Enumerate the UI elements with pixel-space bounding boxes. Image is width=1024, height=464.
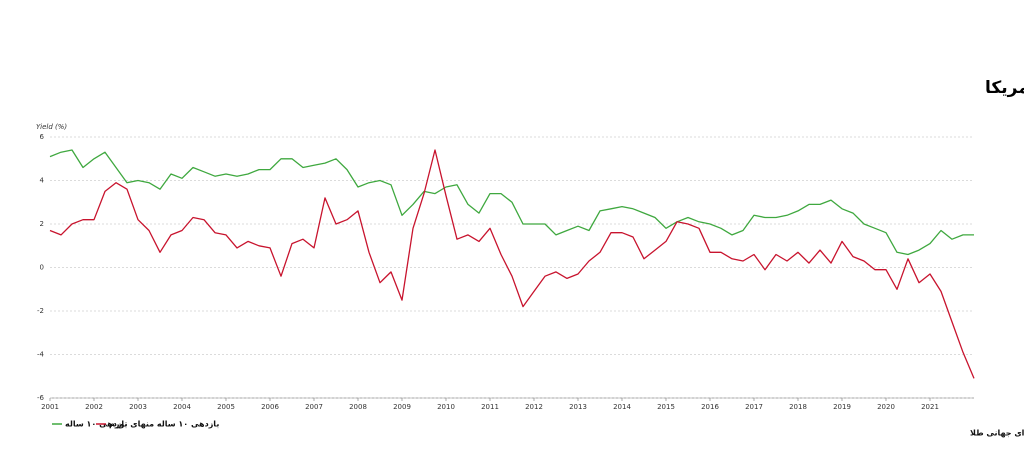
- x-tick-label: 2018: [789, 403, 807, 411]
- series-line: [49, 149, 974, 256]
- y-tick-label: -2: [37, 307, 44, 315]
- x-tick-label: 2020: [877, 403, 895, 411]
- x-tick-label: 2003: [129, 403, 147, 411]
- x-tick-label: 2009: [393, 403, 411, 411]
- y-tick-label: -6: [37, 394, 45, 402]
- x-tick-label: 2014: [613, 403, 631, 411]
- y-tick-label: 4: [40, 177, 45, 185]
- x-tick-label: 2019: [833, 403, 851, 411]
- x-tick-label: 2012: [525, 403, 543, 411]
- x-tick-label: 2015: [657, 403, 675, 411]
- x-tick-label: 2016: [701, 403, 719, 411]
- x-tick-label: 2021: [921, 403, 939, 411]
- x-tick-label: 2002: [85, 403, 103, 411]
- x-tick-label: 2013: [569, 403, 587, 411]
- x-tick-label: 2011: [481, 403, 499, 411]
- source-note: منبع : بلومبرگ ، دفترآمار نیروی کار، شور…: [970, 428, 1024, 438]
- x-tick-label: 2007: [305, 403, 323, 411]
- y-axis-label: Yield (%): [36, 123, 67, 131]
- y-tick-label: -4: [37, 351, 45, 359]
- y-tick-label: 2: [40, 220, 44, 228]
- x-tick-label: 2005: [217, 403, 235, 411]
- y-tick-label: 0: [40, 264, 44, 272]
- chart-title: بازده اسمی و واقعی اوراق خزانه‌داری ۱۰ س…: [985, 76, 1024, 98]
- x-tick-label: 2010: [437, 403, 455, 411]
- x-tick-label: 2008: [349, 403, 367, 411]
- x-tick-label: 2006: [261, 403, 279, 411]
- series-line: [49, 149, 975, 379]
- y-tick-label: 6: [40, 133, 45, 141]
- x-tick-label: 2017: [745, 403, 763, 411]
- x-tick-label: 2004: [173, 403, 191, 411]
- legend-label: بازدهی ۱۰ ساله منهای تورم: [109, 420, 219, 429]
- x-tick-label: 2001: [41, 403, 59, 411]
